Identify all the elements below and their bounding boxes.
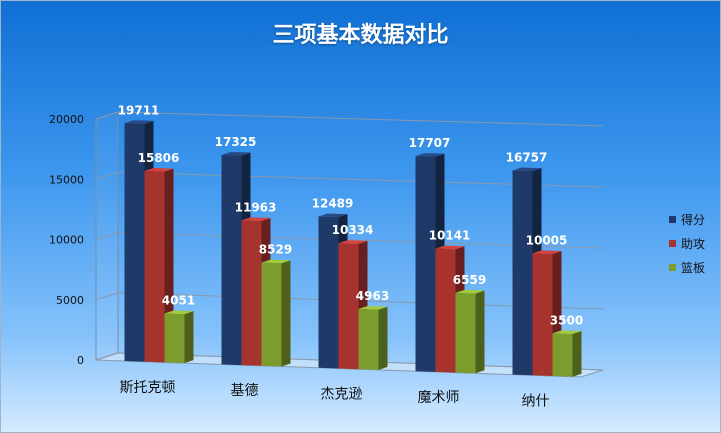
data-label: 10005 xyxy=(526,233,568,247)
x-tick-label: 基德 xyxy=(231,382,259,399)
data-label: 4051 xyxy=(162,294,195,308)
y-tick-label: 15000 xyxy=(49,173,84,186)
x-tick-label: 魔术师 xyxy=(418,390,460,406)
legend-item: 助攻 xyxy=(669,231,705,255)
bar-top xyxy=(552,330,582,335)
bar xyxy=(532,253,553,377)
y-tick-label: 0 xyxy=(77,354,84,367)
data-label: 16757 xyxy=(506,151,548,165)
data-label: 8529 xyxy=(259,243,292,257)
x-tick-label: 斯托克顿 xyxy=(120,380,176,396)
gridline-side xyxy=(95,292,119,301)
legend-label: 助攻 xyxy=(681,236,706,251)
bar xyxy=(164,313,185,364)
bar xyxy=(512,170,533,376)
y-tick-label: 20000 xyxy=(49,113,84,126)
bar-side xyxy=(281,260,291,367)
gridline-side xyxy=(95,232,119,240)
data-label: 3500 xyxy=(550,313,583,327)
bar xyxy=(241,220,262,366)
bar xyxy=(552,333,573,377)
bar xyxy=(261,262,282,367)
bar-top xyxy=(318,213,348,218)
bar-top xyxy=(241,217,271,222)
bar-top xyxy=(358,305,388,310)
x-tick-label: 纳什 xyxy=(522,393,550,409)
bar xyxy=(338,243,359,370)
data-label: 17707 xyxy=(409,136,451,150)
bar-side xyxy=(184,311,194,364)
bar-top xyxy=(532,250,562,255)
data-label: 19711 xyxy=(118,103,160,117)
chart-title: 三项基本数据对比 xyxy=(272,23,449,48)
bar-top xyxy=(124,120,154,124)
bar-side xyxy=(378,306,388,370)
data-label: 11963 xyxy=(235,200,277,214)
bar-side xyxy=(475,290,485,374)
bar xyxy=(455,292,476,374)
gridline-side xyxy=(95,111,119,120)
bar-top xyxy=(338,240,368,244)
bar xyxy=(221,154,242,366)
bar-top xyxy=(164,310,194,315)
bar xyxy=(318,216,339,369)
legend: 得分 助攻 篮板 xyxy=(669,207,705,279)
y-tick-label: 10000 xyxy=(49,234,84,247)
bar xyxy=(435,248,456,373)
bar-top xyxy=(415,153,445,157)
legend-swatch xyxy=(669,239,676,247)
data-label: 6559 xyxy=(453,273,486,287)
bar-top xyxy=(221,151,251,156)
data-label: 10141 xyxy=(429,229,471,243)
bar xyxy=(144,171,165,363)
bar xyxy=(415,156,436,372)
data-label: 10334 xyxy=(332,223,374,237)
legend-label: 篮板 xyxy=(681,260,706,275)
data-label: 4963 xyxy=(356,289,389,303)
data-label: 15806 xyxy=(138,151,180,165)
bar-top xyxy=(455,289,485,294)
bar-top xyxy=(512,167,542,172)
legend-item: 篮板 xyxy=(669,255,705,279)
bar-top xyxy=(261,259,291,264)
bar xyxy=(124,123,145,362)
gridline xyxy=(117,111,604,127)
bar xyxy=(358,308,379,370)
bar-side xyxy=(572,331,582,377)
x-tick-label: 杰克逊 xyxy=(321,387,363,403)
legend-label: 得分 xyxy=(681,212,706,227)
legend-swatch xyxy=(669,215,676,223)
legend-item: 得分 xyxy=(669,207,705,231)
y-tick-label: 5000 xyxy=(56,294,84,307)
data-label: 17325 xyxy=(215,135,257,149)
bar-top xyxy=(435,245,465,250)
legend-swatch xyxy=(669,263,676,271)
bar-top xyxy=(144,168,174,172)
gridline-side xyxy=(95,171,119,180)
data-label: 12489 xyxy=(312,196,354,210)
